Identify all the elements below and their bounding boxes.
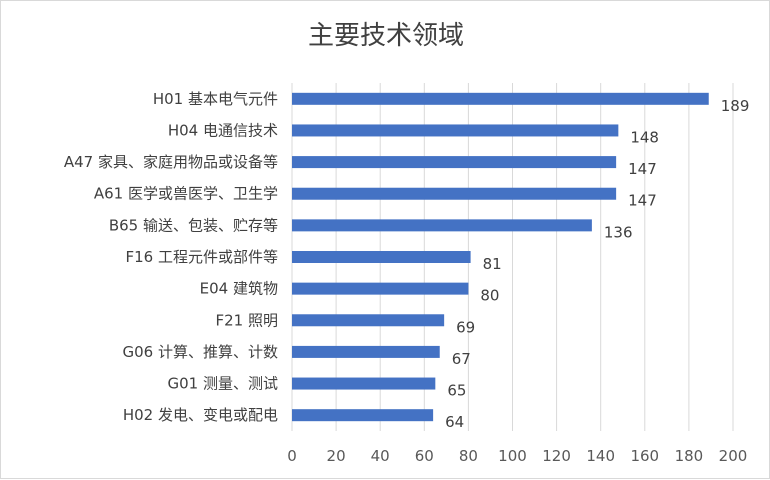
data-label: 67 (452, 350, 471, 368)
category-label: A47 家具、家庭用物品或设备等 (64, 153, 278, 171)
x-tick-label: 120 (542, 447, 571, 465)
bar (292, 282, 469, 295)
x-tick-label: 80 (459, 447, 478, 465)
chart-title: 主要技术领域 (307, 21, 464, 51)
x-tick-label: 180 (675, 447, 704, 465)
x-tick-label: 20 (327, 447, 346, 465)
category-label: B65 输送、包装、贮存等 (109, 216, 278, 234)
x-tick-label: 60 (415, 447, 434, 465)
x-tick-label: 0 (287, 447, 297, 465)
category-label: F21 照明 (216, 311, 278, 329)
data-label: 69 (456, 318, 475, 336)
bar (292, 251, 471, 263)
category-label: E04 建筑物 (200, 280, 278, 298)
bar (292, 314, 445, 327)
category-label: G01 测量、测试 (168, 375, 278, 393)
x-tick-label: 200 (719, 447, 748, 465)
x-tick-label: 140 (586, 447, 615, 465)
category-label: H01 基本电气元件 (153, 90, 278, 108)
category-label: H04 电通信技术 (168, 121, 278, 139)
x-tick-label: 160 (630, 447, 659, 465)
category-labels: H01 基本电气元件 H04 电通信技术 A47 家具、家庭用物品或设备等 A61 医… (64, 90, 278, 424)
bar (292, 377, 436, 390)
data-label: 148 (630, 128, 659, 146)
bar (292, 156, 617, 169)
bar (292, 409, 434, 422)
data-label: 65 (447, 382, 466, 400)
bar (292, 345, 440, 358)
category-label: F16 工程元件或部件等 (126, 248, 278, 266)
data-label: 81 (483, 255, 502, 273)
data-label: 136 (604, 223, 633, 241)
x-tick-label: 40 (371, 447, 390, 465)
bar (292, 187, 617, 200)
data-label: 147 (628, 160, 657, 178)
bar (292, 124, 619, 137)
category-label: H02 发电、变电或配电 (123, 406, 278, 424)
data-label: 189 (721, 97, 750, 115)
bars (292, 92, 709, 422)
data-label: 80 (480, 287, 499, 305)
bar (292, 219, 592, 232)
bar (292, 92, 709, 105)
category-label: G06 计算、推算、计数 (123, 343, 278, 361)
data-label: 64 (445, 413, 464, 431)
x-tick-labels: 0 20 40 60 80 100 120 140 160 180 200 (287, 447, 747, 465)
data-label: 147 (628, 192, 657, 210)
x-tick-label: 100 (498, 447, 527, 465)
category-label: A61 医学或兽医学、卫生学 (94, 185, 278, 203)
data-labels: 189 148 147 147 136 81 80 69 67 65 64 (445, 97, 749, 431)
